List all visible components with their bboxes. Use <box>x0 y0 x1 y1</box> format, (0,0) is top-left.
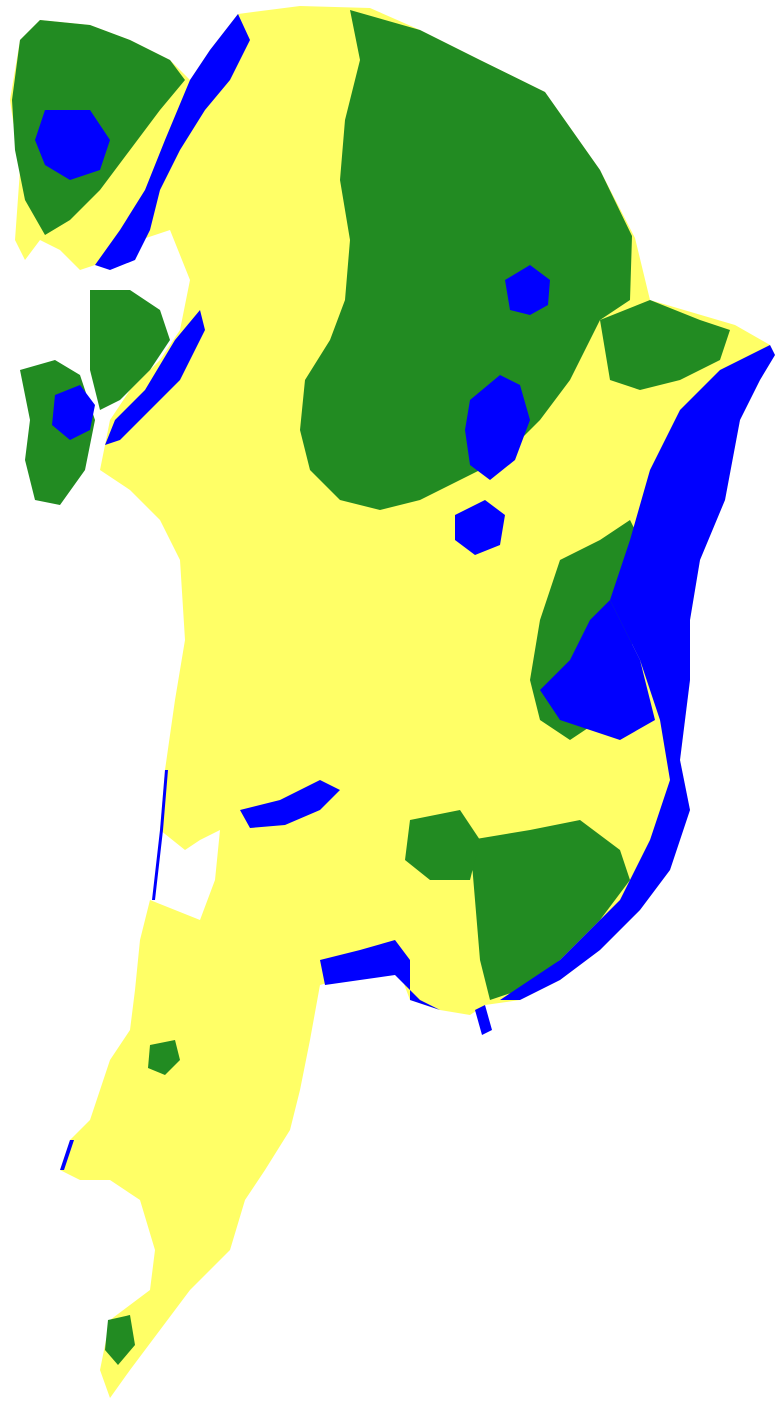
water-south-inlet <box>475 1005 492 1035</box>
landmass-outline <box>10 6 775 1398</box>
water-northwest-pond <box>35 110 110 180</box>
water-south-bay <box>320 940 440 1010</box>
vegetation-northeast <box>600 300 730 390</box>
water-west-pond <box>52 385 95 440</box>
water-south-tip-shore <box>60 1140 74 1170</box>
vegetation-mid-patch <box>405 810 480 880</box>
vegetation-tip-patch <box>105 1315 135 1365</box>
water-north-creek <box>95 14 250 270</box>
vegetation-southeast <box>470 820 630 1000</box>
vegetation-north-park <box>300 10 632 510</box>
water-layer <box>35 14 775 1170</box>
water-lake-north <box>505 265 550 315</box>
built-up-layer <box>10 6 775 1398</box>
water-lake-mid <box>465 375 530 480</box>
water-west-creek <box>105 310 205 445</box>
water-east-coast <box>500 345 775 1000</box>
vegetation-west-strip <box>90 290 170 410</box>
water-east-channel <box>540 600 655 740</box>
vegetation-south-patch <box>148 1040 180 1075</box>
water-west-shore-strip <box>148 770 168 900</box>
water-lake-south <box>455 500 505 555</box>
water-mid-creek <box>240 780 340 828</box>
